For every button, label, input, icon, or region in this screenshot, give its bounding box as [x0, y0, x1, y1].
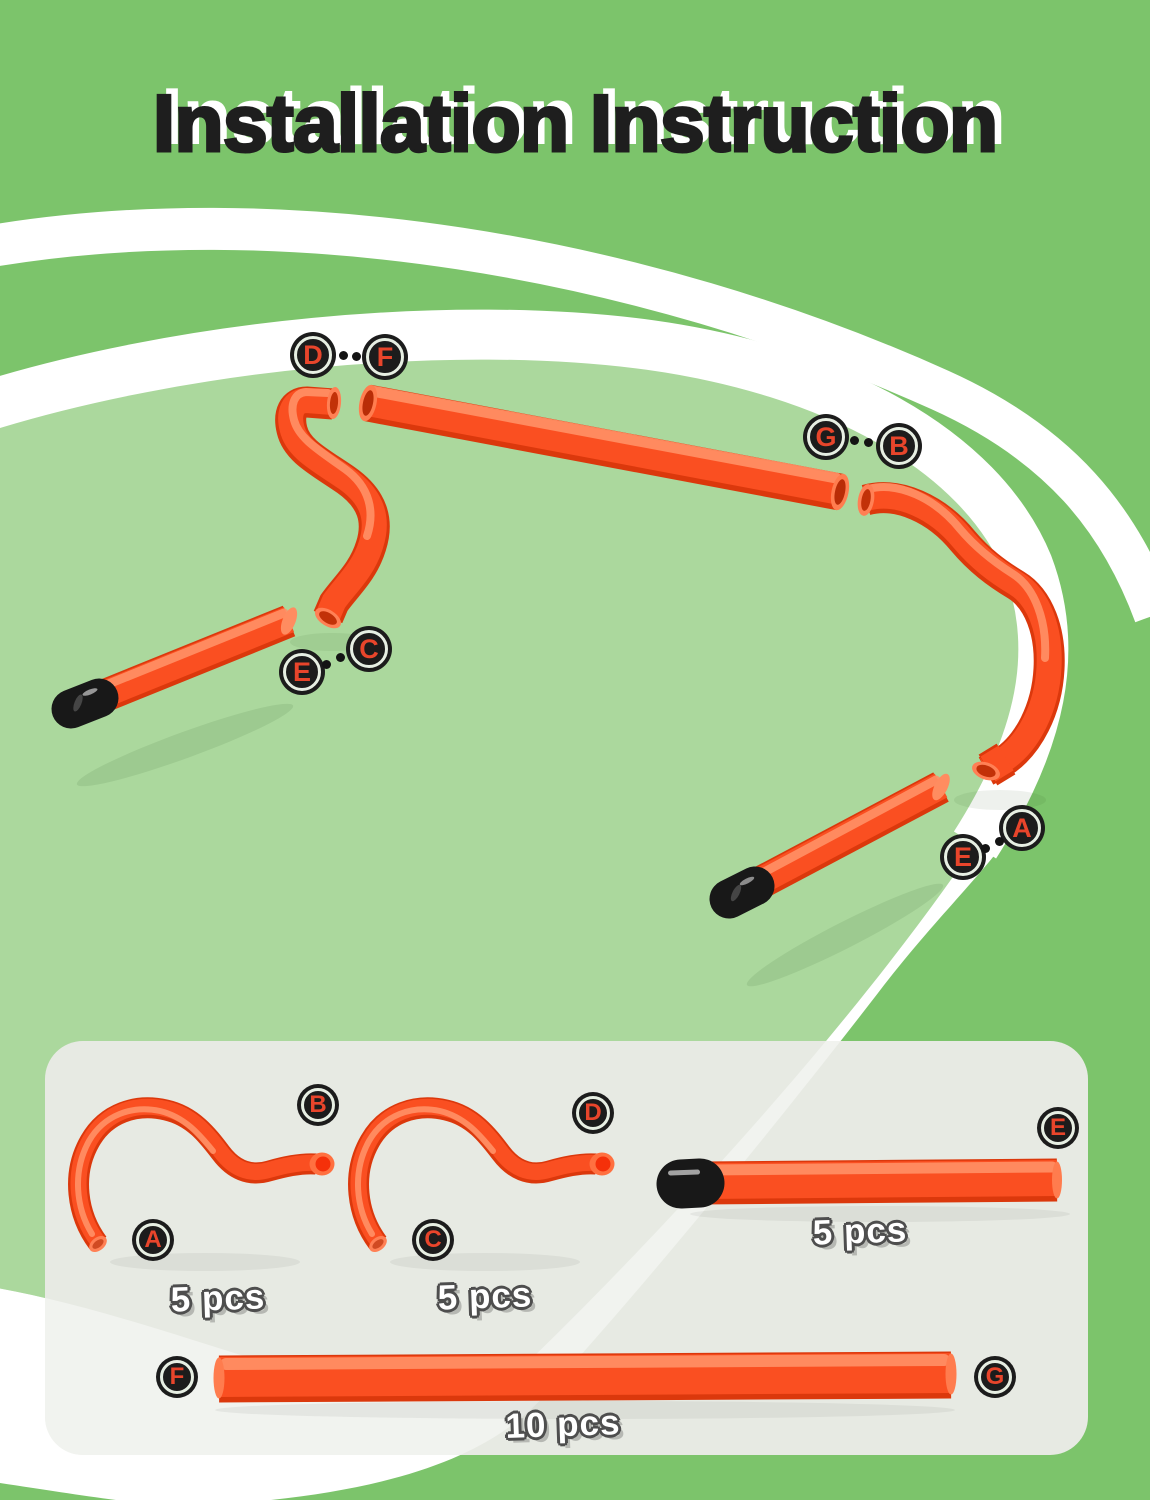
- part-badge-d: D: [572, 1092, 614, 1134]
- qty-capped-tube-e: 5 pcs: [812, 1210, 908, 1253]
- connection-badge-b: B: [876, 423, 922, 469]
- part-badge-letter: F: [169, 1363, 185, 1390]
- connection-badge-letter: A: [1012, 812, 1032, 843]
- part-badge-b: B: [297, 1084, 339, 1126]
- connector-dot: [352, 352, 361, 361]
- shadow: [746, 883, 944, 987]
- part-hook-dc: [348, 1097, 615, 1271]
- hurdle-left-leg: [51, 605, 298, 729]
- swoosh-over-panel: [45, 1041, 1012, 1455]
- hurdle-right-leg: [709, 772, 950, 919]
- connection-badge-f: F: [362, 334, 408, 380]
- part-capped-tube-e: [656, 1158, 1070, 1222]
- connection-badge-e-right: E: [940, 834, 986, 880]
- connector-dot: [995, 837, 1004, 846]
- part-badge-letter: D: [584, 1099, 602, 1126]
- connection-badge-letter: G: [815, 421, 837, 452]
- qty-long-tube-fg: 10 pcs: [504, 1403, 622, 1446]
- connection-badge-letter: B: [889, 430, 909, 461]
- shadow: [76, 703, 294, 787]
- connection-badge-letter: C: [359, 633, 379, 664]
- connector-dot: [322, 660, 331, 669]
- part-badge-letter: B: [309, 1091, 327, 1118]
- swoosh-open-curve: [0, 207, 1150, 623]
- assembled-hurdle-diagram: [51, 384, 1065, 987]
- connection-badge-letter: E: [292, 656, 311, 687]
- qty-hook-dc: 5 pcs: [437, 1275, 533, 1318]
- connection-badge-letter: F: [376, 341, 394, 372]
- page-title: Installation Instruction: [151, 79, 1000, 169]
- connection-badge-d: D: [290, 332, 336, 378]
- connection-badge-c: C: [346, 626, 392, 672]
- connection-badge-letter: E: [953, 841, 972, 872]
- part-badge-f: F: [156, 1356, 198, 1398]
- part-hook-ab: [68, 1097, 335, 1271]
- hurdle-top-bar: [358, 384, 850, 511]
- part-long-tube-fg: [213, 1351, 957, 1419]
- part-badge-c: C: [412, 1219, 454, 1261]
- part-badge-a: A: [132, 1219, 174, 1261]
- connector-dot: [981, 844, 990, 853]
- hurdle-right-upright: [857, 482, 1065, 786]
- part-badge-letter: E: [1049, 1114, 1066, 1141]
- part-badge-letter: G: [985, 1363, 1005, 1390]
- connector-dot: [864, 438, 873, 447]
- connection-badge-e-left: E: [279, 649, 325, 695]
- qty-hook-ab: 5 pcs: [170, 1277, 266, 1320]
- hurdle-left-upright: [275, 386, 390, 629]
- connector-dot: [850, 436, 859, 445]
- connection-badge-a: A: [999, 805, 1045, 851]
- part-badge-letter: C: [424, 1226, 442, 1253]
- connection-badge-g: G: [803, 414, 849, 460]
- part-badge-letter: A: [144, 1226, 162, 1253]
- part-badge-e: E: [1037, 1107, 1079, 1149]
- part-badge-g: G: [974, 1356, 1016, 1398]
- parts-panel: [45, 1041, 1088, 1455]
- connector-dot: [339, 351, 348, 360]
- connection-badge-letter: D: [303, 339, 323, 370]
- connector-dot: [336, 653, 345, 662]
